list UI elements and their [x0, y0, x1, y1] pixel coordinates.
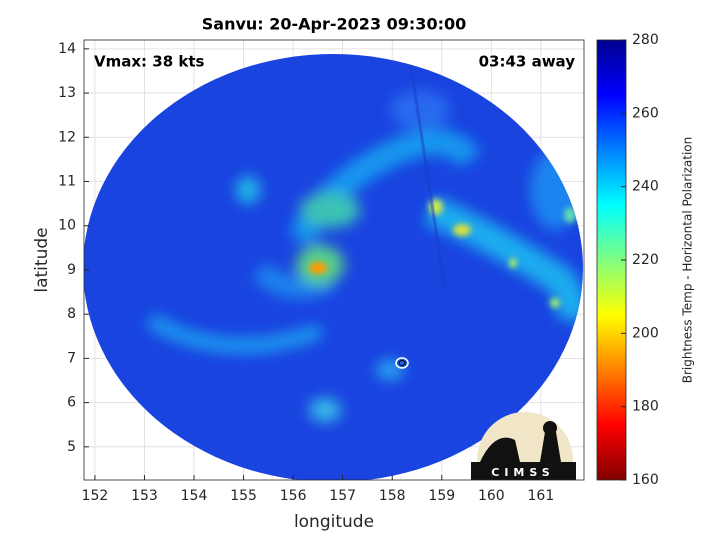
- axes-box: [83, 39, 585, 481]
- y-tick-label: 8: [67, 306, 76, 322]
- chart-title: Sanvu: 20-Apr-2023 09:30:00: [202, 15, 466, 34]
- x-tick-label: 161: [528, 488, 555, 504]
- annotation: 03:43 away: [479, 53, 576, 71]
- y-tick-label: 7: [67, 350, 76, 366]
- x-axis-label: longitude: [294, 512, 374, 532]
- colorbar-tick-label: 200: [632, 325, 659, 341]
- x-tick-label: 157: [329, 488, 356, 504]
- colorbar-tick-label: 160: [632, 472, 659, 488]
- x-tick-label: 156: [280, 488, 307, 504]
- colorbar-tick-label: 180: [632, 399, 659, 415]
- annotation: Vmax: 38 kts: [94, 53, 204, 71]
- logo-text: CIMSS: [491, 466, 554, 479]
- colorbar-tick-label: 240: [632, 179, 659, 195]
- y-tick-label: 11: [58, 174, 76, 190]
- x-tick-label: 155: [230, 488, 257, 504]
- x-tick-label: 154: [181, 488, 208, 504]
- y-tick-label: 13: [58, 85, 76, 101]
- x-tick-label: 160: [478, 488, 505, 504]
- x-tick-label: 153: [131, 488, 158, 504]
- x-tick-label: 159: [428, 488, 455, 504]
- colorbar-label: Brightness Temp - Horizontal Polarizatio…: [681, 137, 695, 384]
- colorbar-tick-label: 220: [632, 252, 659, 268]
- y-tick-label: 9: [67, 262, 76, 278]
- y-tick-label: 14: [58, 41, 76, 57]
- y-tick-label: 10: [58, 218, 76, 234]
- colorbar-tick-label: 260: [632, 105, 659, 121]
- x-tick-label: 152: [82, 488, 109, 504]
- y-tick-label: 12: [58, 129, 76, 145]
- x-tick-label: 158: [379, 488, 406, 504]
- y-tick-label: 6: [67, 395, 76, 411]
- y-axis-label: latitude: [32, 227, 52, 292]
- y-tick-label: 5: [67, 439, 76, 455]
- logo: CIMSS: [471, 412, 576, 480]
- colorbar-tick-label: 280: [632, 32, 659, 48]
- satellite-image: CIMSS: [84, 54, 583, 480]
